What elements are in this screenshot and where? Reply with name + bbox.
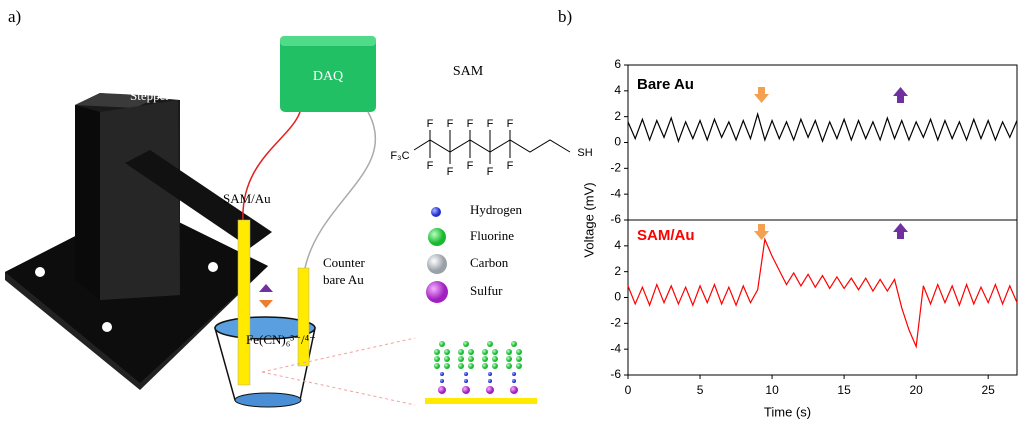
event-arrow bbox=[754, 87, 908, 240]
legend-label: Sulfur bbox=[470, 283, 503, 298]
y-tick-label: -2 bbox=[610, 316, 621, 330]
wire bbox=[305, 112, 375, 268]
y-axis-title: Voltage (mV) bbox=[581, 182, 596, 257]
electrode-label: Counter bbox=[323, 255, 366, 270]
y-tick-label: 4 bbox=[614, 238, 621, 252]
y-tick-label: -4 bbox=[610, 341, 621, 355]
figure: a) b) Stepper DAQ SAM/Au Counter bare Au… bbox=[0, 0, 1019, 424]
stepper bbox=[75, 93, 180, 300]
molecule bbox=[414, 130, 570, 164]
legend-label: Carbon bbox=[470, 255, 509, 270]
series-line bbox=[628, 114, 1017, 141]
atom-label: F bbox=[447, 118, 454, 130]
y-tick-label: -4 bbox=[610, 186, 621, 200]
atom-label: F bbox=[447, 166, 454, 178]
series-label: SAM/Au bbox=[637, 227, 695, 244]
sam-surface bbox=[425, 341, 537, 404]
legend-label: Hydrogen bbox=[470, 202, 522, 217]
series-line bbox=[628, 239, 1017, 346]
y-tick-label: -6 bbox=[610, 367, 621, 381]
x-tick-label: 25 bbox=[982, 383, 996, 397]
solution-label: Fe(CN)₆³⁻/⁴⁻ bbox=[246, 332, 316, 347]
y-tick-label: 4 bbox=[614, 83, 621, 97]
x-tick-label: 10 bbox=[765, 383, 779, 397]
daq-top bbox=[280, 36, 376, 46]
atom-label: F bbox=[427, 118, 434, 130]
electrode-label: SAM/Au bbox=[223, 191, 271, 206]
y-tick-label: 0 bbox=[614, 290, 621, 304]
legend-label: Fluorine bbox=[470, 228, 514, 243]
atom-label: SH bbox=[577, 147, 592, 159]
atom-label: F bbox=[427, 160, 434, 172]
legend-atom bbox=[427, 254, 447, 274]
atom-label: F bbox=[507, 118, 514, 130]
y-tick-label: -6 bbox=[610, 212, 621, 226]
daq-label: DAQ bbox=[313, 69, 343, 84]
atom-label: F bbox=[507, 160, 514, 172]
atom-label: F₃C bbox=[390, 150, 409, 162]
atom-label: F bbox=[467, 118, 474, 130]
y-tick-label: 2 bbox=[614, 109, 621, 123]
electrode-label: bare Au bbox=[323, 272, 364, 287]
y-tick-label: 0 bbox=[614, 135, 621, 149]
legend-atom bbox=[426, 281, 448, 303]
x-axis-title: Time (s) bbox=[764, 404, 811, 419]
legend-atom bbox=[428, 228, 446, 246]
panel-label: a) bbox=[8, 7, 21, 26]
atom-label: F bbox=[487, 166, 494, 178]
y-tick-label: 2 bbox=[614, 264, 621, 278]
stepper-label: Stepper bbox=[130, 88, 170, 103]
x-tick-label: 20 bbox=[909, 383, 923, 397]
x-tick-label: 0 bbox=[625, 383, 632, 397]
motion-arrow bbox=[259, 284, 273, 308]
x-tick-label: 15 bbox=[837, 383, 851, 397]
y-tick-label: -2 bbox=[610, 161, 621, 175]
molecule-title: SAM bbox=[453, 64, 484, 79]
series-label: Bare Au bbox=[637, 76, 694, 93]
atom-label: F bbox=[487, 118, 494, 130]
panel-label: b) bbox=[558, 7, 572, 26]
x-tick-label: 5 bbox=[697, 383, 704, 397]
legend-atom bbox=[431, 207, 441, 217]
atom-label: F bbox=[467, 160, 474, 172]
y-tick-label: 6 bbox=[614, 57, 621, 71]
working-electrode bbox=[238, 220, 250, 385]
counter-electrode bbox=[298, 268, 309, 366]
